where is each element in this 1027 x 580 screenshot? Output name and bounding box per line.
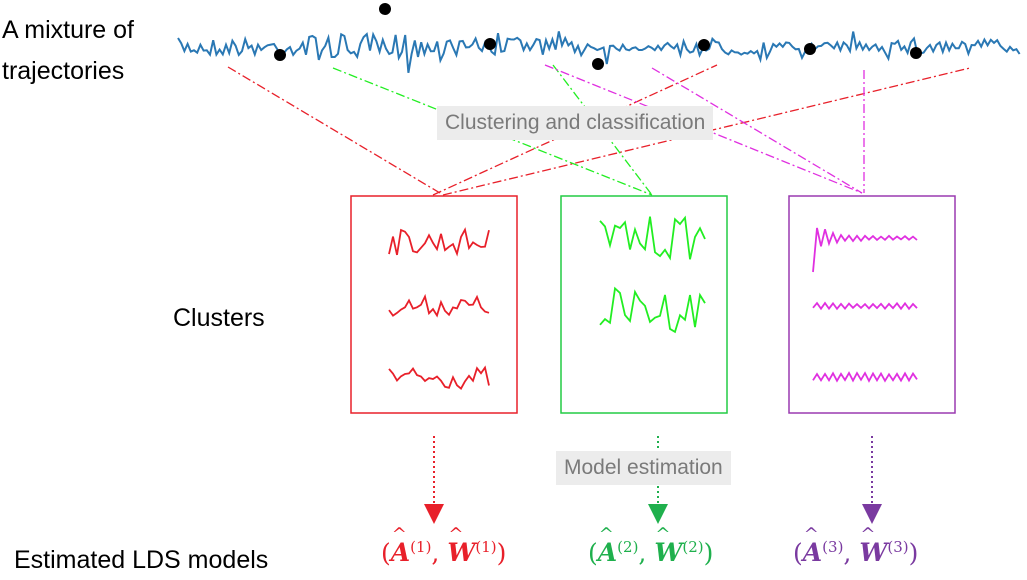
model-2-w-index: (2) (682, 538, 704, 556)
model-3-formula: (^ A(3), ^ W(3)) (793, 524, 919, 568)
model-2-a-index: (2) (617, 538, 639, 556)
cluster-3-box (788, 195, 956, 414)
model-1-a-index: (1) (410, 538, 432, 556)
connector-line-3 (442, 67, 971, 196)
model-1-a-symbol: A (390, 538, 411, 568)
cluster-2-trajectory-1 (599, 215, 706, 261)
cluster-3-trajectory-1 (812, 227, 918, 273)
model-3-a-index: (3) (822, 538, 844, 556)
segment-boundary-dot-3 (484, 38, 496, 50)
segment-boundary-dot-7 (910, 47, 922, 59)
model-3-w-symbol: W (859, 538, 888, 568)
model-3-a-symbol: A (802, 538, 823, 568)
segment-boundary-dot-4 (592, 58, 604, 70)
cluster-1-trajectory-1 (388, 227, 490, 257)
mixture-label-line1: A mixture of (2, 16, 134, 44)
estimation-banner: Model estimation (556, 451, 731, 485)
mixture-label-line2: trajectories (2, 57, 125, 85)
clustering-banner: Clustering and classification (437, 106, 714, 140)
cluster-1-box (350, 195, 518, 414)
cluster-1-trajectory-3 (388, 365, 490, 390)
cluster-3-trajectory-3 (812, 371, 918, 383)
segment-boundary-dot-1 (274, 49, 286, 61)
model-3-w-index: (3) (887, 538, 909, 556)
segment-boundary-dot-6 (804, 43, 816, 55)
model-1-w-symbol: W (447, 538, 476, 568)
cluster-2-trajectory-2 (599, 286, 706, 334)
segment-boundary-dot-2 (379, 3, 391, 15)
mixture-trajectory-line (177, 31, 1021, 73)
cluster-2-box (560, 195, 728, 414)
cluster-1-trajectory-2 (388, 293, 490, 318)
cluster-3-trajectory-2 (812, 301, 918, 311)
model-1-w-index: (1) (475, 538, 497, 556)
segment-boundary-dot-5 (698, 39, 710, 51)
clusters-label: Clusters (173, 304, 265, 332)
model-2-formula: (^ A(2), ^ W(2)) (588, 524, 714, 568)
connector-line-7 (651, 67, 863, 194)
connector-line-1 (227, 66, 441, 194)
model-1-formula: (^ A(1), ^ W(1)) (381, 524, 507, 568)
estimated-models-label: Estimated LDS models (14, 546, 269, 574)
model-2-w-symbol: W (654, 538, 683, 568)
model-2-a-symbol: A (597, 538, 618, 568)
